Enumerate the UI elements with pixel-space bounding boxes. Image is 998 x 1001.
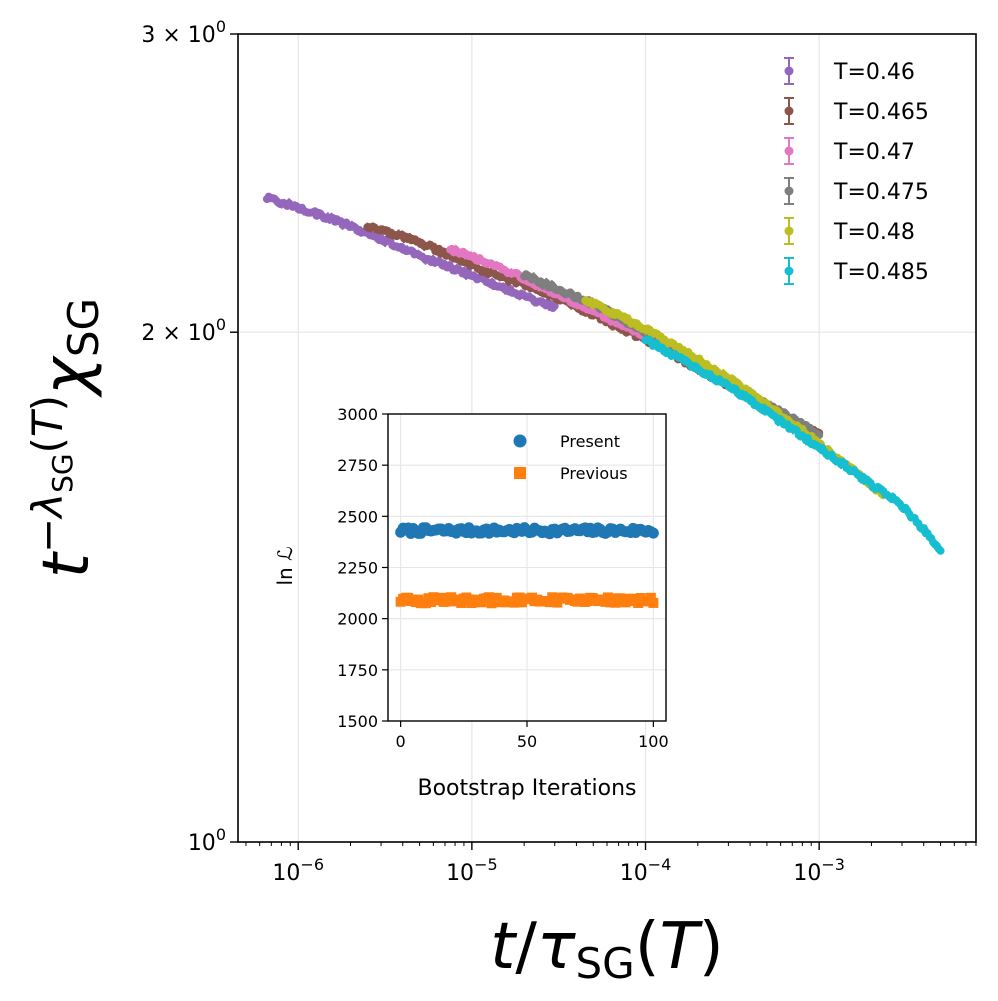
legend-marker (784, 146, 794, 156)
inset-y-axis-label: ln ℒ (273, 547, 297, 586)
main-x-tick-label: 10−4 (620, 855, 672, 886)
legend-marker (784, 66, 794, 76)
legend-entry-T=0.475: T=0.475 (784, 177, 929, 205)
inset-legend-entry-Previous: Previous (514, 464, 628, 483)
inset-x-tick-label: 50 (517, 732, 537, 751)
inset-point (647, 527, 659, 539)
inset-y-tick-label: 1500 (337, 712, 378, 731)
legend-entry-T=0.465: T=0.465 (784, 97, 929, 125)
inset-point (648, 597, 659, 608)
inset-legend-entry-Present: Present (513, 432, 620, 451)
main-plot-series (262, 192, 945, 555)
main-y-axis-label: t−λSG(T)χSG (23, 298, 108, 578)
legend-entry-T=0.485: T=0.485 (784, 257, 929, 285)
main-axis-ticks: 10−6 10−5 10−4 10−3 100 2 × 100 3 × 100 (141, 17, 977, 886)
inset-y-tick-label: 2500 (337, 507, 378, 526)
inset-y-tick-label: 1750 (337, 661, 378, 680)
main-x-tick-label: 10−3 (793, 855, 845, 886)
series-T=0.46 (262, 192, 559, 312)
series-T=0.485 (641, 335, 945, 555)
main-x-tick-label: 10−5 (446, 855, 498, 886)
inset-chart: 0 50 100 1500 1750 2000 2250 2500 2750 3000 Boots… (273, 405, 669, 801)
inset-x-axis-label: Bootstrap Iterations (418, 776, 637, 801)
inset-legend: Present Previous (513, 432, 628, 483)
inset-y-tick-label: 3000 (337, 405, 378, 424)
main-y-tick-label: 2 × 100 (141, 315, 226, 346)
legend-label: T=0.47 (833, 140, 915, 165)
series-point (550, 302, 559, 311)
legend-entry-T=0.46: T=0.46 (784, 57, 915, 85)
inset-legend-label: Previous (560, 464, 628, 483)
legend-label: T=0.48 (833, 220, 915, 245)
inset-series-Previous (395, 592, 659, 609)
inset-x-tick-label: 0 (396, 732, 406, 751)
legend-entry-T=0.47: T=0.47 (784, 137, 915, 165)
inset-axis-ticks: 0 50 100 1500 1750 2000 2250 2500 2750 3000 (337, 405, 668, 751)
inset-y-tick-label: 2000 (337, 610, 378, 629)
inset-legend-marker (514, 467, 526, 479)
inset-legend-marker (513, 434, 527, 448)
main-x-axis-label: t/τSG(T) (490, 910, 723, 988)
legend-label: T=0.485 (833, 260, 929, 285)
inset-y-tick-label: 2250 (337, 559, 378, 578)
inset-x-tick-label: 100 (638, 732, 669, 751)
legend-marker (784, 266, 794, 276)
main-x-tick-label: 10−6 (272, 855, 324, 886)
legend-label: T=0.46 (833, 60, 915, 85)
inset-y-tick-label: 2750 (337, 456, 378, 475)
inset-legend-label: Present (560, 432, 620, 451)
legend-marker (784, 186, 794, 196)
inset-plot-series (395, 522, 659, 609)
legend-label: T=0.475 (833, 180, 929, 205)
main-y-tick-label: 100 (188, 825, 226, 856)
legend-label: T=0.465 (833, 100, 929, 125)
legend-marker (784, 226, 794, 236)
inset-series-Present (395, 522, 659, 540)
inset-point (645, 592, 656, 603)
legend-marker (784, 106, 794, 116)
legend-entry-T=0.48: T=0.48 (784, 217, 915, 245)
main-legend: T=0.46 T=0.465 T=0.47 T=0.475 T=0.48 T=0.485 (784, 57, 929, 285)
main-y-tick-label: 3 × 100 (141, 17, 226, 48)
series-point (936, 546, 945, 555)
inset-point (484, 592, 495, 603)
